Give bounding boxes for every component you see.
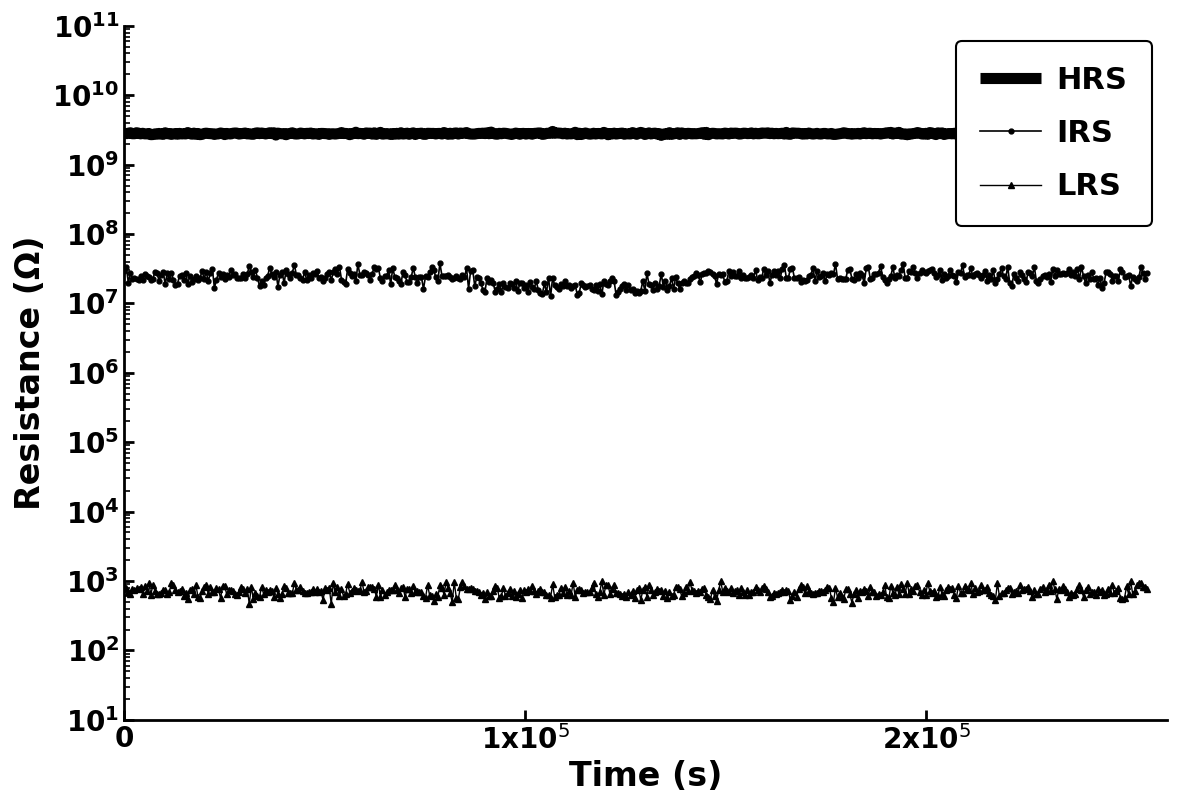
- IRS: [1140, 268, 1154, 278]
- LRS: [727, 586, 742, 596]
- LRS: [117, 581, 131, 591]
- HRS: [654, 131, 668, 140]
- IRS: [960, 270, 974, 279]
- IRS: [674, 278, 689, 288]
- LRS: [324, 599, 338, 608]
- HRS: [605, 129, 619, 139]
- HRS: [546, 127, 560, 136]
- IRS: [1120, 271, 1134, 281]
- LRS: [673, 584, 687, 594]
- HRS: [674, 128, 689, 138]
- HRS: [730, 128, 744, 138]
- LRS: [605, 584, 619, 594]
- IRS: [543, 291, 557, 301]
- Line: HRS: HRS: [120, 128, 1150, 139]
- HRS: [117, 128, 131, 138]
- LRS: [1045, 576, 1059, 586]
- LRS: [958, 581, 972, 591]
- Line: IRS: IRS: [122, 261, 1149, 299]
- Legend: HRS, IRS, LRS: HRS, IRS, LRS: [955, 41, 1151, 226]
- HRS: [1140, 130, 1154, 140]
- IRS: [730, 271, 744, 281]
- IRS: [432, 258, 446, 268]
- IRS: [607, 277, 621, 286]
- HRS: [1120, 128, 1134, 138]
- LRS: [1140, 584, 1154, 594]
- HRS: [611, 129, 625, 139]
- HRS: [960, 129, 974, 139]
- IRS: [117, 266, 131, 276]
- LRS: [1120, 582, 1134, 592]
- Y-axis label: Resistance (Ω): Resistance (Ω): [14, 236, 47, 510]
- Line: LRS: LRS: [122, 578, 1150, 607]
- LRS: [611, 587, 625, 597]
- IRS: [613, 284, 627, 294]
- X-axis label: Time (s): Time (s): [569, 760, 723, 793]
